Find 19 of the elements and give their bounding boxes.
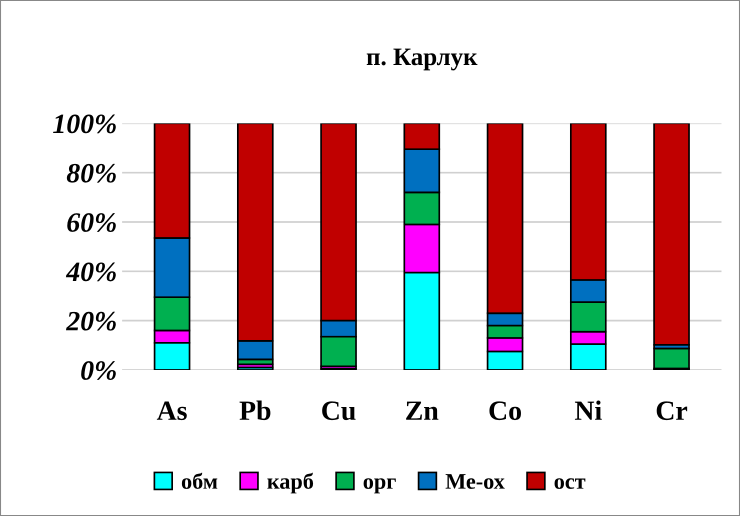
x-tick-label: As — [156, 401, 187, 420]
legend-label: карб — [267, 472, 314, 494]
x-tick-label: Ni — [574, 400, 602, 420]
legend-label: орг — [364, 478, 396, 494]
legend-label: обм — [182, 472, 218, 489]
legend-label: ост — [554, 478, 586, 489]
y-tick-label: 20% — [66, 312, 116, 331]
y-tick-label: 60% — [67, 213, 116, 232]
x-tick-label: Zn — [406, 402, 438, 420]
x-tick-label: Cu — [322, 401, 356, 420]
y-tick-label: 100% — [53, 114, 116, 134]
y-tick-label: 80% — [66, 164, 116, 183]
x-tick-label: Co — [489, 401, 521, 420]
chart-title: п. Карлук — [366, 48, 478, 70]
x-tick-label: Pb — [240, 400, 270, 420]
y-tick-label: 0% — [81, 361, 116, 380]
x-tick-label: Cr — [656, 401, 688, 420]
legend-label: Ме-ох — [446, 474, 505, 489]
y-tick-label: 40% — [66, 262, 116, 282]
